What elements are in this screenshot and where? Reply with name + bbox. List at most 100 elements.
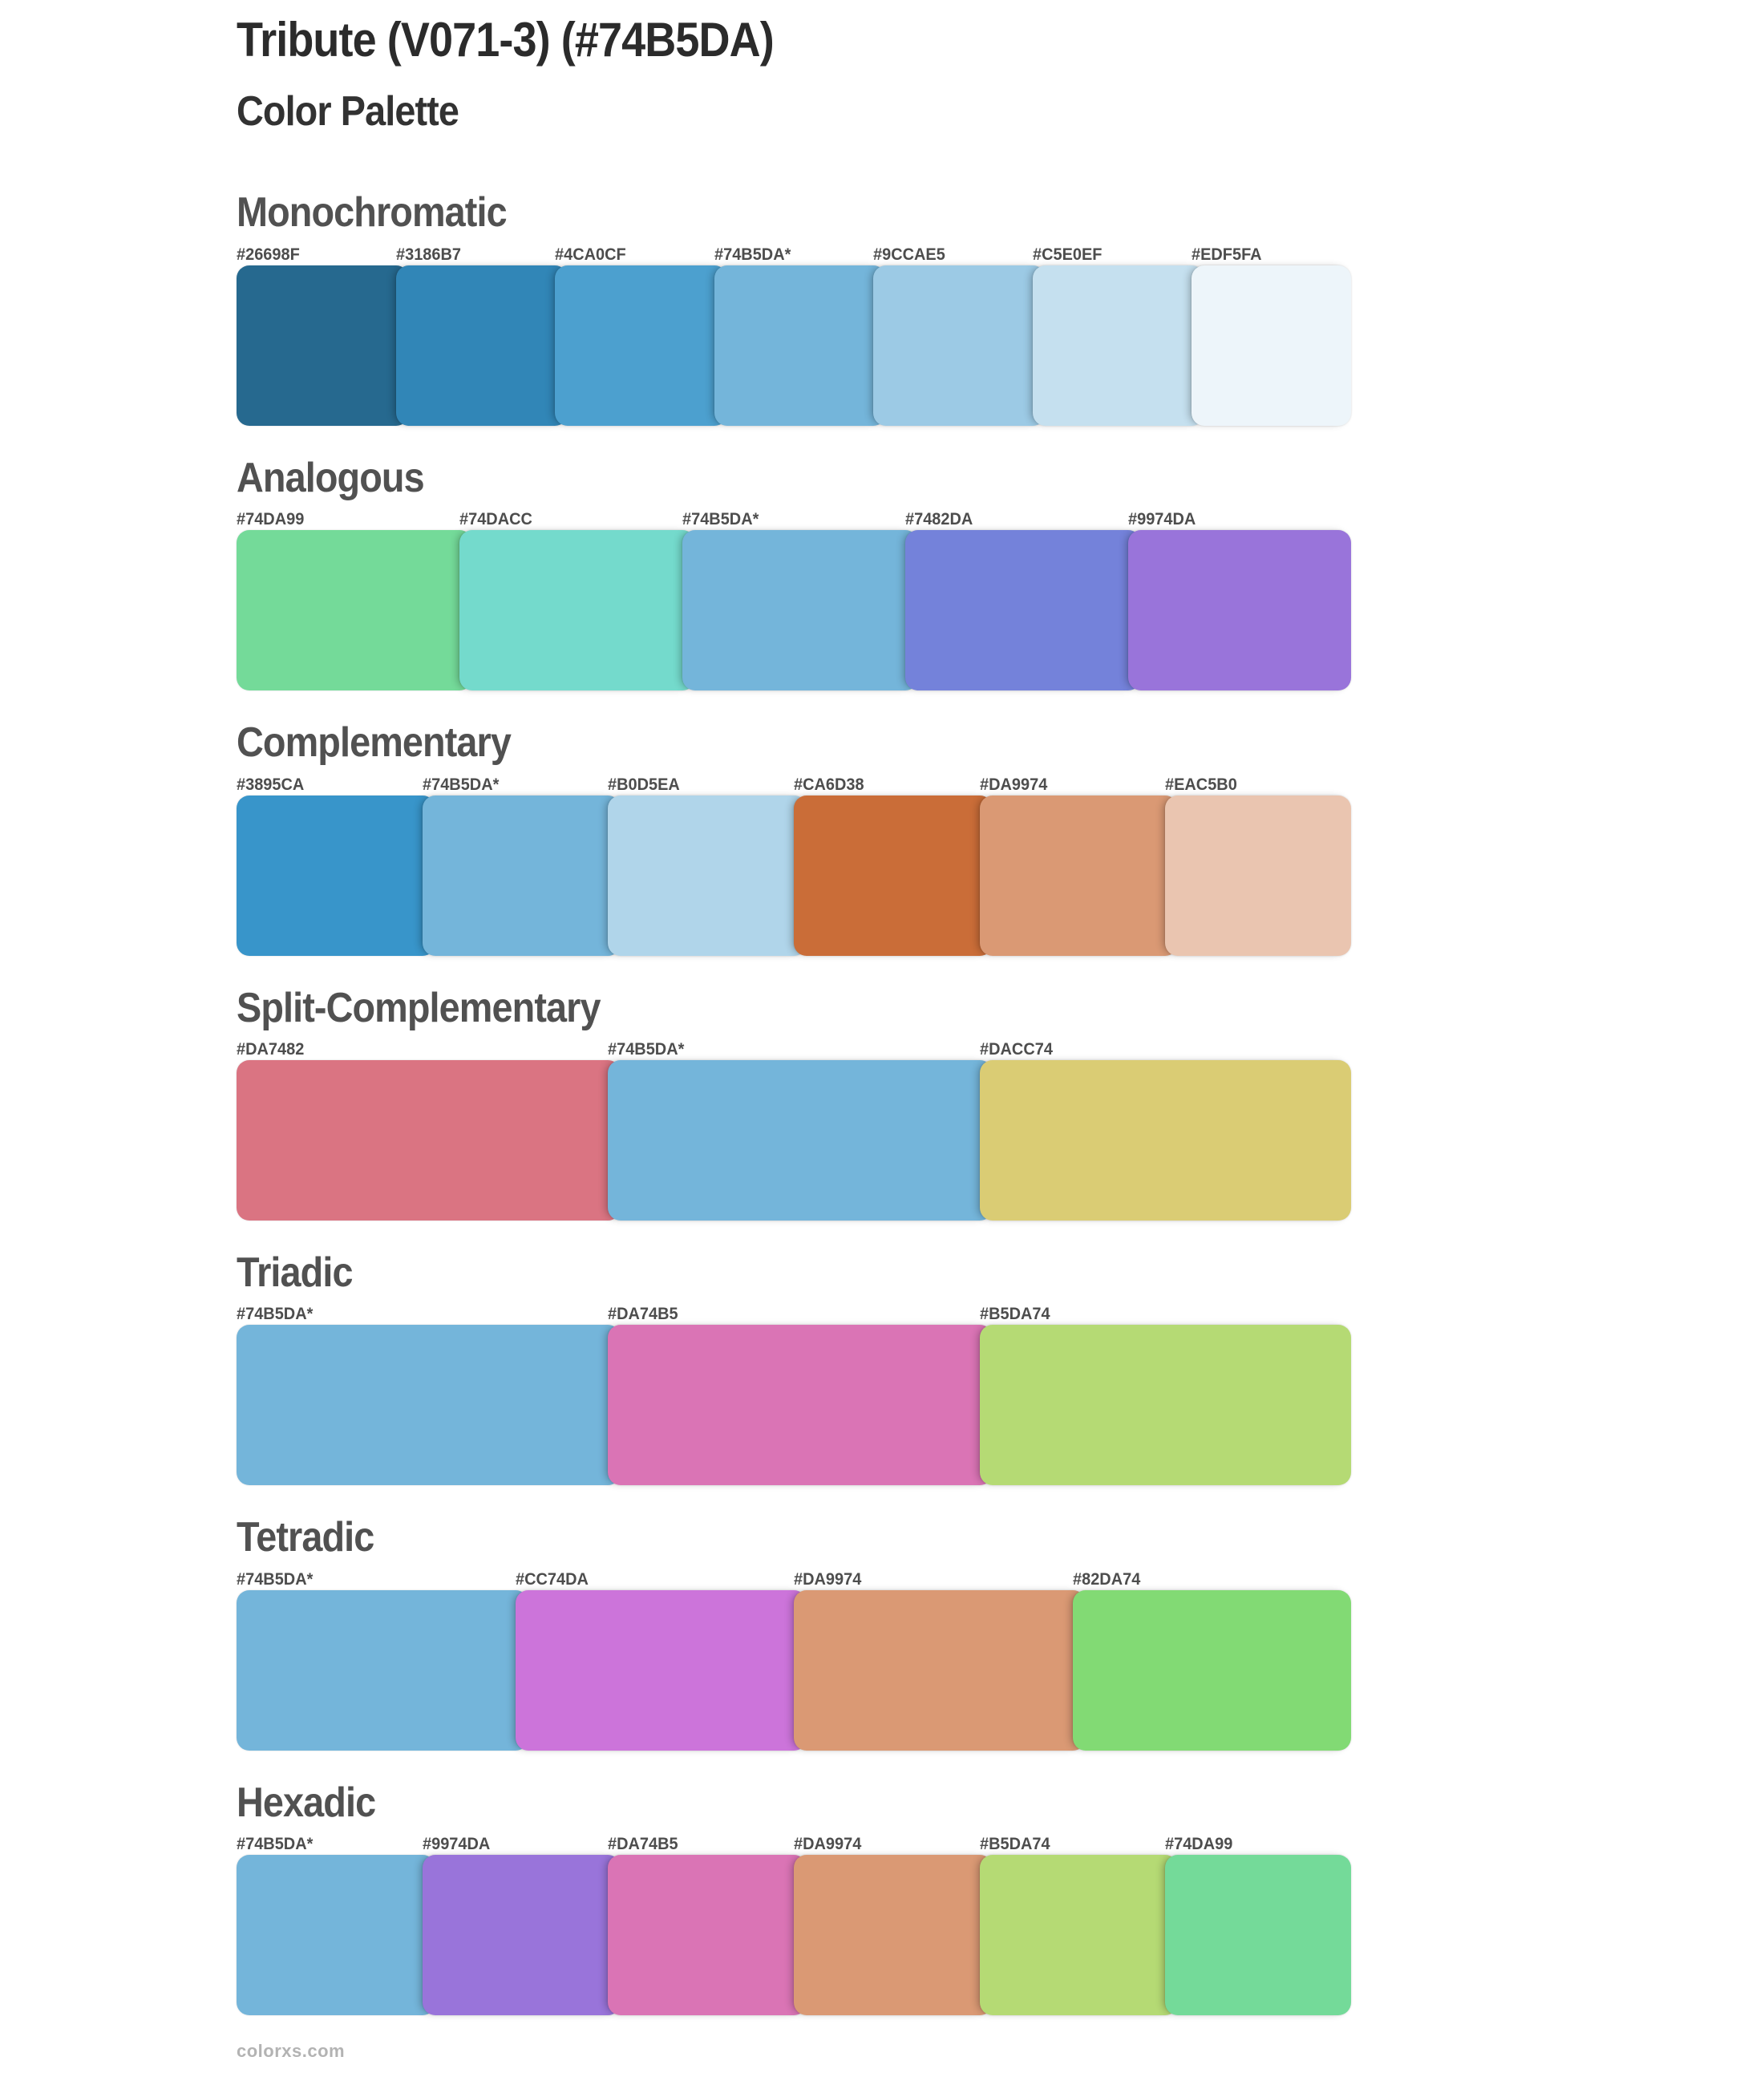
color-swatch[interactable]	[682, 530, 918, 691]
swatch-column	[555, 265, 727, 426]
color-swatch[interactable]	[237, 1059, 621, 1221]
swatch-hex-label: #9974DA	[422, 1835, 490, 1854]
section-heading: Analogous	[237, 454, 425, 501]
palette-page: Tribute (V071-3) (#74B5DA) Color Palette…	[237, 13, 1352, 2061]
color-swatch[interactable]	[555, 265, 727, 426]
swatch-hex-label: #74B5DA*	[237, 1305, 314, 1324]
swatch-labels: #3895CA #74B5DA* #B0D5EA #CA6D38 #DA9974 #EAC…	[237, 775, 1351, 795]
swatch-labels: #74B5DA* #CC74DA #DA9974 #82DA74	[237, 1569, 1351, 1589]
color-swatch[interactable]	[608, 795, 807, 956]
swatch-column	[979, 1855, 1179, 2016]
swatch-band	[237, 1059, 1351, 1221]
color-swatch[interactable]	[979, 1059, 1351, 1221]
swatch-column	[905, 530, 1141, 691]
swatch-hex-label: #DA9974	[794, 1835, 862, 1854]
swatch-column	[608, 795, 807, 956]
color-swatch[interactable]	[237, 530, 472, 691]
color-swatch[interactable]	[237, 1589, 528, 1751]
page-title: Tribute (V071-3) (#74B5DA)	[237, 13, 775, 67]
color-swatch[interactable]	[608, 1059, 993, 1221]
section-heading: Monochromatic	[237, 189, 508, 237]
swatch-labels: #74B5DA* #9974DA #DA74B5 #DA9974 #B5DA74 #74D…	[237, 1834, 1351, 1854]
swatch-hex-label: #9CCAE5	[873, 245, 946, 264]
palette-section-monochromatic: Monochromatic #26698F #3186B7 #4CA0CF #74B5…	[237, 188, 1352, 426]
color-swatch[interactable]	[1072, 1589, 1351, 1751]
swatch-hex-label: #B5DA74	[979, 1835, 1050, 1854]
swatch-hex-label: #B0D5EA	[608, 775, 681, 794]
swatch-hex-label: #DA7482	[237, 1039, 305, 1059]
color-swatch[interactable]	[979, 1325, 1351, 1486]
color-swatch[interactable]	[979, 795, 1179, 956]
palette-section-hexadic: Hexadic #74B5DA* #9974DA #DA74B5 #DA9974 #B5…	[237, 1778, 1352, 2016]
section-heading: Triadic	[237, 1249, 353, 1296]
palette-section-triadic: Triadic #74B5DA* #DA74B5 #B5DA74	[237, 1248, 1351, 1486]
swatch-column	[979, 795, 1179, 956]
swatch-column	[237, 1325, 621, 1486]
swatch-hex-label: #3186B7	[395, 245, 461, 264]
color-swatch[interactable]	[237, 1855, 435, 2016]
swatch-column	[873, 265, 1046, 426]
color-swatch[interactable]	[237, 1325, 621, 1486]
swatch-band	[237, 1855, 1352, 2016]
swatch-column	[395, 265, 568, 426]
swatch-column	[237, 1059, 621, 1221]
swatch-labels: #26698F #3186B7 #4CA0CF #74B5DA* #9CCAE5 #C5E…	[237, 245, 1351, 265]
color-swatch[interactable]	[1165, 1855, 1352, 2016]
color-swatch[interactable]	[1165, 795, 1352, 956]
swatch-column	[237, 795, 435, 956]
swatch-hex-label: #DA9974	[979, 775, 1047, 794]
palette-sections: Monochromatic #26698F #3186B7 #4CA0CF #74B5…	[237, 188, 1352, 2016]
swatch-column	[608, 1325, 993, 1486]
swatch-band	[237, 1589, 1351, 1751]
color-swatch[interactable]	[873, 265, 1046, 426]
color-swatch[interactable]	[459, 530, 695, 691]
swatch-hex-label: #74B5DA*	[422, 775, 500, 794]
color-swatch[interactable]	[1032, 265, 1205, 426]
color-swatch[interactable]	[422, 795, 621, 956]
swatch-column	[1165, 1855, 1352, 2016]
swatch-band	[237, 265, 1352, 426]
swatch-column	[794, 1855, 993, 2016]
swatch-hex-label: #74B5DA*	[608, 1039, 685, 1059]
swatch-hex-label: #74B5DA*	[237, 1835, 314, 1854]
color-swatch[interactable]	[422, 1855, 621, 2016]
swatch-hex-label: #4CA0CF	[555, 245, 626, 264]
swatch-column	[237, 1589, 528, 1751]
swatch-labels: #74B5DA* #DA74B5 #B5DA74	[237, 1304, 1351, 1324]
swatch-hex-label: #EDF5FA	[1192, 245, 1263, 264]
swatch-hex-label: #74DA99	[237, 510, 305, 529]
swatch-hex-label: #CA6D38	[794, 775, 864, 794]
swatch-labels: #DA7482 #74B5DA* #DACC74	[237, 1039, 1351, 1059]
swatch-column	[714, 265, 887, 426]
swatch-column	[1072, 1589, 1351, 1751]
color-swatch[interactable]	[979, 1855, 1179, 2016]
color-swatch[interactable]	[237, 265, 409, 426]
color-swatch[interactable]	[608, 1855, 807, 2016]
palette-section-tetradic: Tetradic #74B5DA* #CC74DA #DA9974 #82DA74	[237, 1512, 1351, 1751]
swatch-hex-label: #B5DA74	[979, 1305, 1050, 1324]
color-swatch[interactable]	[794, 1589, 1086, 1751]
color-swatch[interactable]	[905, 530, 1141, 691]
color-swatch[interactable]	[794, 795, 993, 956]
swatch-column	[979, 1325, 1351, 1486]
swatch-hex-label: #EAC5B0	[1165, 775, 1238, 794]
swatch-column	[237, 265, 409, 426]
color-swatch[interactable]	[1128, 530, 1351, 691]
color-swatch[interactable]	[608, 1325, 993, 1486]
section-heading: Split-Complementary	[237, 984, 601, 1031]
section-heading: Tetradic	[237, 1514, 374, 1561]
swatch-column	[237, 530, 472, 691]
color-swatch[interactable]	[515, 1589, 807, 1751]
swatch-hex-label: #DA74B5	[608, 1835, 678, 1854]
swatch-hex-label: #3895CA	[237, 775, 305, 794]
color-swatch[interactable]	[1192, 265, 1352, 426]
swatch-hex-label: #7482DA	[905, 510, 973, 529]
swatch-column	[515, 1589, 807, 1751]
swatch-hex-label: #74B5DA*	[714, 245, 791, 264]
section-heading: Hexadic	[237, 1779, 376, 1826]
color-swatch[interactable]	[395, 265, 568, 426]
color-swatch[interactable]	[237, 795, 435, 956]
color-swatch[interactable]	[794, 1855, 993, 2016]
swatch-column	[608, 1059, 993, 1221]
color-swatch[interactable]	[714, 265, 887, 426]
